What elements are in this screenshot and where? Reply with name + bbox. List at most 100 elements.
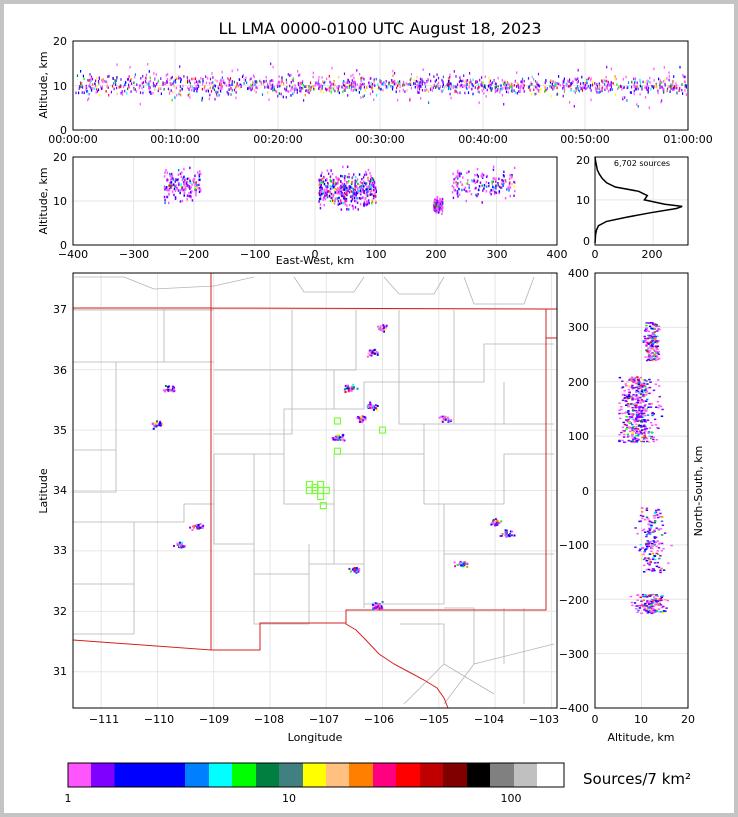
source-mark — [345, 192, 347, 196]
source-mark — [337, 434, 340, 437]
source-mark — [492, 177, 494, 180]
source-mark — [172, 178, 175, 181]
source-mark — [338, 192, 341, 195]
source-mark — [468, 85, 470, 89]
source-mark — [348, 187, 350, 190]
source-mark — [644, 328, 648, 331]
source-mark — [114, 79, 116, 82]
source-mark — [134, 73, 136, 76]
source-mark — [356, 188, 359, 191]
source-mark — [80, 85, 82, 89]
source-mark — [629, 422, 633, 424]
source-mark — [87, 78, 89, 82]
lat-tick-31: 31 — [53, 665, 67, 678]
source-mark — [171, 75, 173, 79]
source-mark — [334, 436, 336, 439]
source-mark — [574, 91, 576, 94]
source-mark — [623, 441, 626, 443]
source-mark — [638, 381, 641, 383]
source-mark — [195, 181, 197, 184]
source-mark — [652, 358, 656, 360]
source-mark — [325, 191, 327, 194]
source-mark — [371, 86, 374, 89]
source-mark — [189, 526, 192, 529]
source-mark — [464, 84, 466, 87]
source-mark — [374, 187, 377, 190]
source-mark — [323, 203, 325, 207]
source-mark — [297, 82, 299, 85]
source-mark — [95, 79, 97, 83]
ns-ytick-0: 0 — [582, 485, 589, 498]
source-mark — [164, 201, 166, 204]
source-mark — [623, 86, 625, 89]
state-borders — [72, 273, 557, 709]
source-mark — [196, 527, 199, 530]
source-mark — [336, 190, 338, 193]
source-mark — [290, 81, 292, 84]
source-mark — [577, 80, 579, 83]
source-mark — [397, 98, 399, 102]
source-mark — [199, 172, 202, 176]
source-mark — [651, 411, 654, 414]
source-mark — [218, 94, 220, 97]
colorbar-cell — [256, 763, 280, 787]
source-mark — [648, 441, 651, 443]
source-mark — [270, 62, 272, 66]
source-mark — [577, 68, 579, 72]
source-mark — [343, 197, 345, 200]
source-mark — [356, 197, 358, 200]
source-mark — [587, 77, 589, 81]
source-mark — [220, 89, 222, 93]
source-mark — [305, 85, 307, 88]
source-mark — [178, 75, 180, 79]
source-mark — [423, 80, 425, 83]
source-mark — [654, 558, 657, 561]
source-mark — [658, 515, 662, 518]
source-mark — [327, 190, 330, 193]
source-mark — [659, 79, 661, 82]
source-mark — [241, 75, 244, 78]
hist-xtick-0: 0 — [592, 248, 599, 261]
source-mark — [481, 172, 483, 175]
source-mark — [637, 388, 640, 390]
source-mark — [577, 88, 579, 92]
source-mark — [655, 509, 658, 512]
source-mark — [495, 177, 497, 180]
source-mark — [363, 82, 365, 86]
source-mark — [610, 67, 612, 71]
source-mark — [292, 87, 294, 91]
source-mark — [635, 386, 638, 389]
source-mark — [173, 386, 176, 389]
source-mark — [227, 84, 230, 87]
source-mark — [189, 187, 191, 190]
source-mark — [182, 84, 184, 88]
source-mark — [161, 82, 164, 85]
source-mark — [178, 541, 181, 544]
source-mark — [640, 410, 644, 412]
source-mark — [651, 558, 655, 560]
source-mark — [227, 77, 229, 80]
source-mark — [627, 435, 630, 437]
source-mark — [645, 543, 648, 546]
source-mark — [252, 84, 254, 88]
source-mark — [379, 329, 382, 331]
source-mark — [666, 87, 669, 91]
source-mark — [651, 414, 654, 417]
source-mark — [527, 77, 530, 80]
source-mark — [391, 79, 393, 82]
source-mark — [367, 201, 369, 204]
source-mark — [142, 74, 144, 78]
source-mark — [636, 605, 639, 607]
source-mark — [596, 87, 598, 90]
source-mark — [290, 86, 293, 90]
source-mark — [208, 81, 211, 85]
source-mark — [370, 178, 372, 181]
source-mark — [477, 175, 479, 178]
source-mark — [363, 86, 365, 89]
source-mark — [488, 84, 490, 87]
source-mark — [631, 410, 635, 412]
source-mark — [466, 182, 469, 185]
ew-xtick-m100: −100 — [240, 248, 270, 261]
source-mark — [145, 77, 147, 80]
source-mark — [622, 429, 625, 432]
